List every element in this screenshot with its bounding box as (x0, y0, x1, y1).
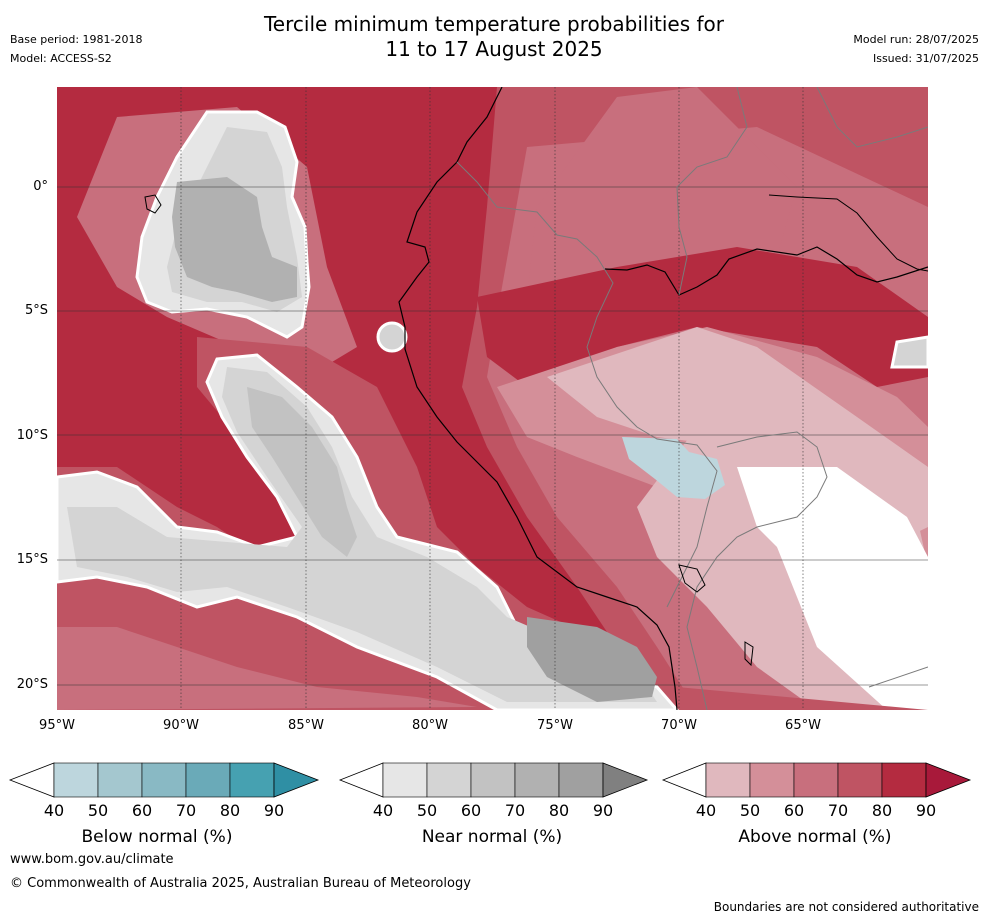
colorbar-tick-label: 40 (695, 801, 717, 820)
colorbar-tick-label: 60 (131, 801, 153, 820)
lon-label-90w: 90°W (163, 718, 199, 733)
lake-poopo (744, 641, 754, 667)
probability-map (57, 87, 928, 710)
lat-label-15s: 15°S (16, 552, 48, 567)
colorbar-tick-label: 70 (504, 801, 526, 820)
colorbar-tick-label: 80 (219, 801, 241, 820)
colorbar-segment (141, 762, 187, 798)
colorbar-segment (837, 762, 883, 798)
colorbar-high-extend (273, 762, 320, 798)
lat-label-20s: 20°S (16, 677, 48, 692)
amazon-river (604, 246, 928, 296)
colorbar-segment (426, 762, 472, 798)
colorbar-below-normal (8, 762, 320, 798)
zone-above-80-amazon (477, 247, 928, 387)
colorbar-low-extend (8, 762, 55, 798)
model-text: Model: ACCESS-S2 (10, 52, 112, 65)
colorbar-segment (97, 762, 143, 798)
lon-label-85w: 85°W (288, 718, 324, 733)
colorbar-segment (470, 762, 516, 798)
country-border-venezuela (816, 87, 928, 148)
zone-near-80-south (527, 617, 657, 702)
colorbar-segment (229, 762, 275, 798)
colorbar-low-extend (661, 762, 707, 798)
lat-label-0: 0° (33, 179, 48, 194)
model-run-text: Model run: 28/07/2025 (853, 33, 979, 46)
colorbar-tick-label: 90 (915, 801, 937, 820)
zone-near-60-ridge (247, 387, 357, 557)
latitude-grid (57, 186, 928, 686)
colorbar-high-extend (602, 762, 649, 798)
colorbar-tick-label: 40 (372, 801, 394, 820)
issued-text: Issued: 31/07/2025 (872, 52, 979, 65)
country-border-peru (456, 161, 718, 608)
colorbar-low-extend (338, 762, 384, 798)
colorbar-segment (558, 762, 604, 798)
northern-river (768, 194, 928, 272)
colorbar-tick-label: 70 (175, 801, 197, 820)
footer-note: Boundaries are not considered authoritat… (713, 900, 979, 914)
colorbar-tick-label: 40 (43, 801, 65, 820)
zone-above-60-southwest (57, 627, 477, 710)
country-border-colombia (676, 87, 748, 296)
colorbar-strip (8, 762, 972, 798)
lat-label-5s: 5°S (24, 303, 48, 318)
colorbar-above-normal (661, 762, 972, 798)
colorbar-tick-label: 90 (263, 801, 285, 820)
colorbar-tick-label: 50 (416, 801, 438, 820)
colorbar-segment (793, 762, 839, 798)
coastline (398, 87, 678, 710)
lon-label-80w: 80°W (412, 718, 448, 733)
colorbar-segment (881, 762, 927, 798)
colorbar-segment (514, 762, 560, 798)
colorbar-tick-label: 50 (87, 801, 109, 820)
zone-near-50-southeast-pacific (67, 367, 657, 702)
colorbar-segment (749, 762, 795, 798)
lon-label-70w: 70°W (661, 718, 697, 733)
colorbar-tick-label: 60 (460, 801, 482, 820)
lon-label-95w: 95°W (39, 718, 75, 733)
colorbar-segment (185, 762, 231, 798)
zone-white-south (777, 537, 928, 710)
footer-copyright: © Commonwealth of Australia 2025, Austra… (10, 876, 471, 891)
lon-label-75w: 75°W (537, 718, 573, 733)
lon-label-65w: 65°W (785, 718, 821, 733)
base-period-text: Base period: 1981-2018 (10, 33, 143, 46)
colorbar-tick-label: 70 (827, 801, 849, 820)
galapagos-islands (144, 194, 162, 214)
lake-titicaca (678, 564, 706, 593)
zone-near-70-galapagos (172, 177, 297, 302)
colorbar-title-above: Above normal (%) (738, 827, 892, 847)
country-border-bolivia (686, 431, 828, 710)
colorbar-tick-label: 90 (592, 801, 614, 820)
colorbar-segment (705, 762, 751, 798)
colorbar-segment (382, 762, 428, 798)
country-border-paraguay (868, 666, 928, 688)
colorbar-title-near: Near normal (%) (421, 827, 563, 847)
colorbar-tick-label: 50 (739, 801, 761, 820)
lat-label-10s: 10°S (16, 428, 48, 443)
map-title: Tercile minimum temperature probabilitie… (0, 12, 988, 62)
title-line-1: Tercile minimum temperature probabilitie… (263, 12, 725, 36)
colorbar-tick-label: 80 (548, 801, 570, 820)
longitude-grid (180, 87, 804, 710)
footer-url: www.bom.gov.au/climate (10, 852, 174, 867)
title-line-2: 11 to 17 August 2025 (385, 37, 603, 61)
zone-near-islet (376, 321, 408, 353)
colorbar-near-normal (338, 762, 649, 798)
colorbar-title-below: Below normal (%) (81, 827, 233, 847)
colorbar-tick-label: 80 (871, 801, 893, 820)
zone-below-40 (622, 437, 725, 499)
colorbar-segment (53, 762, 99, 798)
colorbar-tick-label: 60 (783, 801, 805, 820)
zone-near-east-patch (890, 335, 928, 369)
colorbar-high-extend (925, 762, 972, 798)
